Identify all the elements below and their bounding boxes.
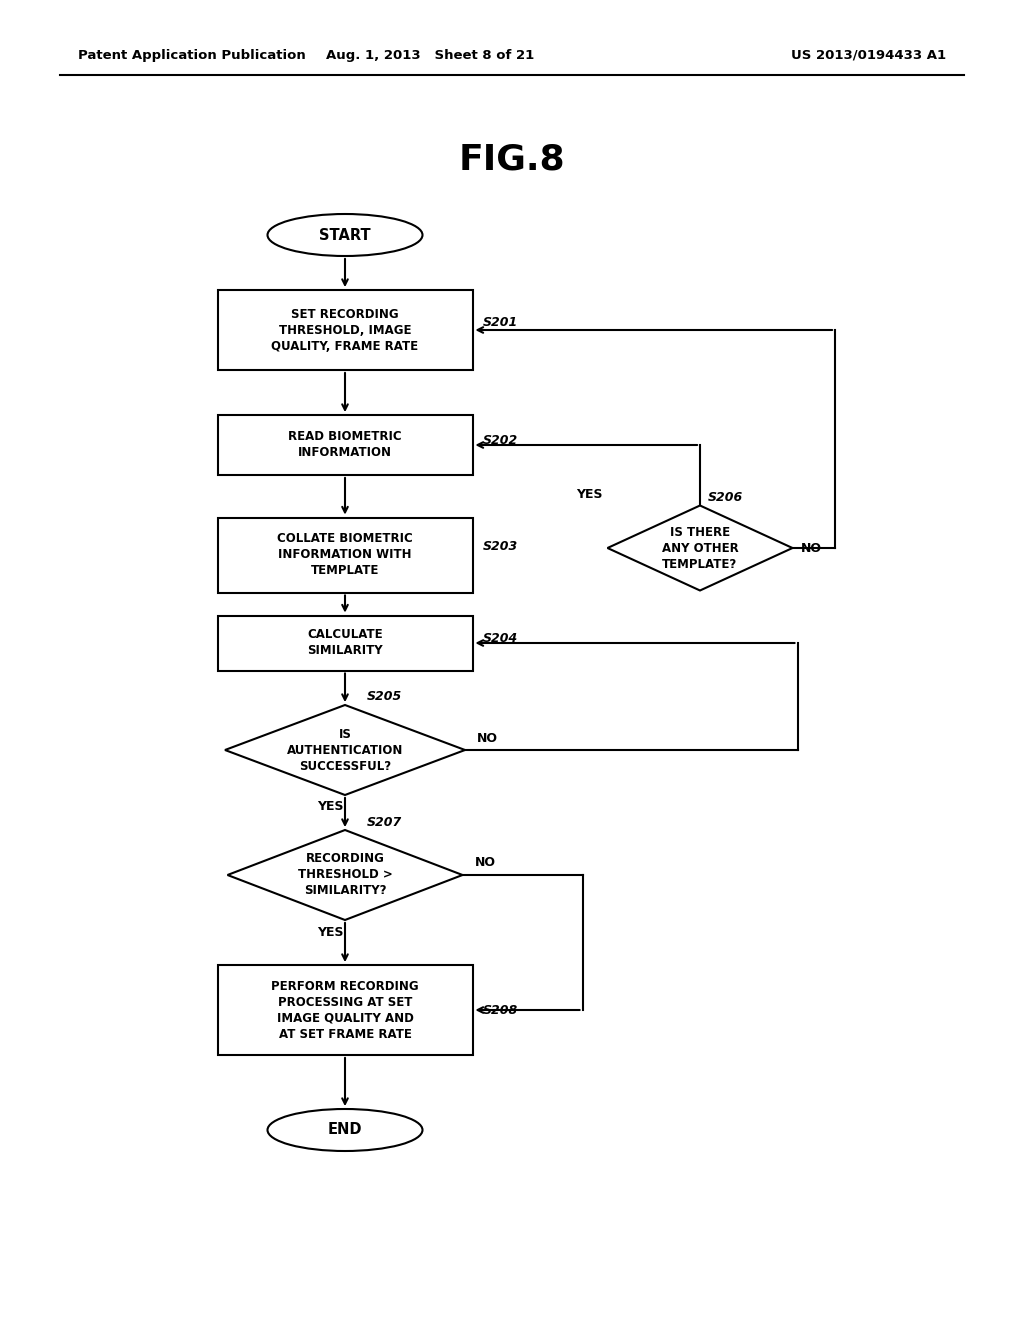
Text: NO: NO <box>474 857 496 870</box>
FancyBboxPatch shape <box>217 965 472 1055</box>
Text: NO: NO <box>801 541 821 554</box>
Text: Patent Application Publication: Patent Application Publication <box>78 49 306 62</box>
Text: COLLATE BIOMETRIC
INFORMATION WITH
TEMPLATE: COLLATE BIOMETRIC INFORMATION WITH TEMPL… <box>278 532 413 578</box>
Text: S208: S208 <box>482 1003 518 1016</box>
Polygon shape <box>607 506 793 590</box>
Polygon shape <box>227 830 463 920</box>
Text: S202: S202 <box>482 433 518 446</box>
Text: S207: S207 <box>367 816 402 829</box>
Polygon shape <box>225 705 465 795</box>
Text: S203: S203 <box>482 540 518 553</box>
Text: RECORDING
THRESHOLD >
SIMILARITY?: RECORDING THRESHOLD > SIMILARITY? <box>298 853 392 898</box>
Text: YES: YES <box>316 800 343 813</box>
Text: S201: S201 <box>482 315 518 329</box>
Text: YES: YES <box>316 925 343 939</box>
Text: IS THERE
ANY OTHER
TEMPLATE?: IS THERE ANY OTHER TEMPLATE? <box>662 525 738 570</box>
FancyBboxPatch shape <box>217 615 472 671</box>
Text: START: START <box>319 227 371 243</box>
Text: S206: S206 <box>708 491 743 504</box>
Text: IS
AUTHENTICATION
SUCCESSFUL?: IS AUTHENTICATION SUCCESSFUL? <box>287 727 403 772</box>
Text: Aug. 1, 2013   Sheet 8 of 21: Aug. 1, 2013 Sheet 8 of 21 <box>326 49 535 62</box>
Text: READ BIOMETRIC
INFORMATION: READ BIOMETRIC INFORMATION <box>288 430 401 459</box>
FancyBboxPatch shape <box>217 290 472 370</box>
Text: FIG.8: FIG.8 <box>459 143 565 177</box>
Ellipse shape <box>267 214 423 256</box>
Text: SET RECORDING
THRESHOLD, IMAGE
QUALITY, FRAME RATE: SET RECORDING THRESHOLD, IMAGE QUALITY, … <box>271 308 419 352</box>
FancyBboxPatch shape <box>217 517 472 593</box>
Text: NO: NO <box>477 731 498 744</box>
Text: S204: S204 <box>482 631 518 644</box>
Text: S205: S205 <box>367 690 402 704</box>
Text: END: END <box>328 1122 362 1138</box>
Text: US 2013/0194433 A1: US 2013/0194433 A1 <box>791 49 946 62</box>
Text: PERFORM RECORDING
PROCESSING AT SET
IMAGE QUALITY AND
AT SET FRAME RATE: PERFORM RECORDING PROCESSING AT SET IMAG… <box>271 979 419 1040</box>
Text: CALCULATE
SIMILARITY: CALCULATE SIMILARITY <box>307 628 383 657</box>
FancyBboxPatch shape <box>217 414 472 475</box>
Text: YES: YES <box>575 487 602 500</box>
Ellipse shape <box>267 1109 423 1151</box>
